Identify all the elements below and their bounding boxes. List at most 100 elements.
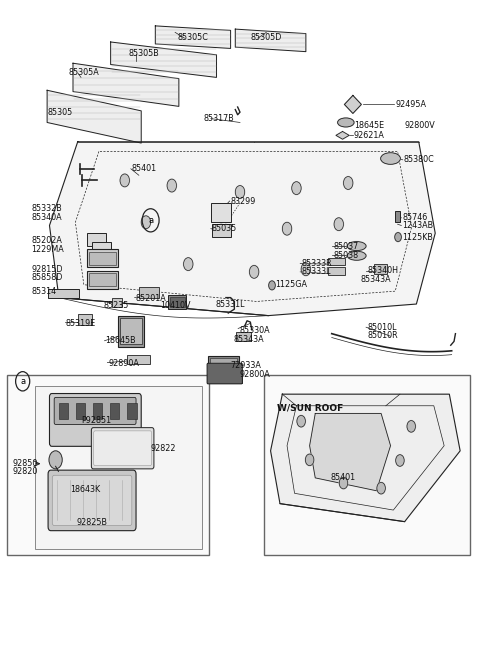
Polygon shape <box>310 413 391 491</box>
Text: 85343A: 85343A <box>361 275 392 284</box>
Text: 1243AB: 1243AB <box>402 221 433 230</box>
Ellipse shape <box>337 118 354 127</box>
Bar <box>328 267 345 275</box>
Text: a: a <box>20 377 25 386</box>
Text: 92621A: 92621A <box>354 131 384 140</box>
Ellipse shape <box>381 152 400 164</box>
Text: 18645E: 18645E <box>354 120 384 129</box>
Bar <box>59 403 68 419</box>
Text: 85746: 85746 <box>402 214 428 222</box>
Text: 85305A: 85305A <box>69 68 99 77</box>
Text: 92800V: 92800V <box>405 120 435 129</box>
Polygon shape <box>156 26 230 49</box>
Text: 92822: 92822 <box>151 444 176 453</box>
Bar <box>395 211 400 222</box>
Text: 85235: 85235 <box>104 302 129 311</box>
Circle shape <box>282 222 292 235</box>
Bar <box>328 258 345 265</box>
Bar <box>87 271 118 288</box>
Circle shape <box>377 482 385 494</box>
Text: 85305D: 85305D <box>250 33 282 42</box>
Text: 85305B: 85305B <box>128 49 159 58</box>
Text: 1125KB: 1125KB <box>402 233 433 242</box>
FancyBboxPatch shape <box>52 475 132 526</box>
Polygon shape <box>47 90 141 143</box>
Bar <box>93 403 102 419</box>
Bar <box>92 242 110 255</box>
Polygon shape <box>235 29 306 52</box>
Circle shape <box>301 263 311 276</box>
Polygon shape <box>336 131 349 139</box>
Text: 85010L: 85010L <box>367 323 396 332</box>
Circle shape <box>120 174 130 187</box>
Bar <box>89 252 116 265</box>
Bar <box>78 314 92 325</box>
Text: 18643K: 18643K <box>70 485 100 494</box>
Polygon shape <box>271 394 460 522</box>
Text: W/SUN ROOF: W/SUN ROOF <box>276 403 343 412</box>
Text: 1125GA: 1125GA <box>275 280 307 288</box>
Ellipse shape <box>347 251 366 260</box>
Circle shape <box>235 185 245 198</box>
Bar <box>127 355 150 364</box>
Text: 85202A: 85202A <box>32 237 62 246</box>
Circle shape <box>167 179 177 192</box>
Text: 92820: 92820 <box>12 467 38 476</box>
Bar <box>76 403 85 419</box>
Text: 85201A: 85201A <box>135 294 167 303</box>
Text: 85010R: 85010R <box>367 331 397 340</box>
Text: 72933A: 72933A <box>230 361 262 370</box>
Circle shape <box>334 217 344 231</box>
Text: 10410V: 10410V <box>160 302 191 311</box>
Text: 85317B: 85317B <box>204 114 234 123</box>
Bar <box>36 386 203 549</box>
Polygon shape <box>345 95 361 114</box>
Circle shape <box>339 477 348 489</box>
Circle shape <box>141 216 151 229</box>
Text: 85333L: 85333L <box>301 267 331 277</box>
Circle shape <box>407 420 416 432</box>
Text: 85331L: 85331L <box>216 300 245 309</box>
Bar <box>170 297 185 307</box>
Circle shape <box>297 415 305 427</box>
Circle shape <box>395 233 401 242</box>
Bar <box>120 318 142 344</box>
Circle shape <box>305 454 314 466</box>
Polygon shape <box>49 142 435 315</box>
Bar <box>89 273 116 286</box>
Polygon shape <box>110 42 216 78</box>
Text: 85380C: 85380C <box>404 155 434 164</box>
Bar <box>87 249 118 267</box>
Text: 85037: 85037 <box>333 242 359 251</box>
Text: 85035: 85035 <box>212 224 237 233</box>
Text: 1229MA: 1229MA <box>32 245 64 254</box>
Text: 85401: 85401 <box>331 474 356 482</box>
Text: 92850: 92850 <box>12 459 38 468</box>
Bar <box>48 288 79 298</box>
Text: 92815D: 92815D <box>32 265 63 274</box>
Bar <box>236 332 252 342</box>
FancyBboxPatch shape <box>48 470 136 531</box>
Text: 92800A: 92800A <box>240 371 271 379</box>
Circle shape <box>49 451 62 469</box>
Text: 85319E: 85319E <box>66 319 96 328</box>
Bar <box>139 286 158 298</box>
Circle shape <box>269 281 275 290</box>
Bar <box>87 233 106 246</box>
Text: a: a <box>148 216 153 225</box>
Polygon shape <box>73 63 179 106</box>
Bar <box>112 298 122 307</box>
Text: 85343A: 85343A <box>233 335 264 344</box>
Text: 85305C: 85305C <box>178 33 208 42</box>
Bar <box>110 403 120 419</box>
Text: 85314: 85314 <box>32 287 57 296</box>
FancyBboxPatch shape <box>91 428 154 469</box>
Bar <box>210 358 237 371</box>
Text: 92495A: 92495A <box>395 100 426 109</box>
FancyBboxPatch shape <box>54 397 136 424</box>
Circle shape <box>292 182 301 194</box>
Text: 85330A: 85330A <box>239 326 270 335</box>
Text: 85401: 85401 <box>132 164 157 173</box>
Circle shape <box>216 224 226 237</box>
FancyBboxPatch shape <box>207 363 242 384</box>
